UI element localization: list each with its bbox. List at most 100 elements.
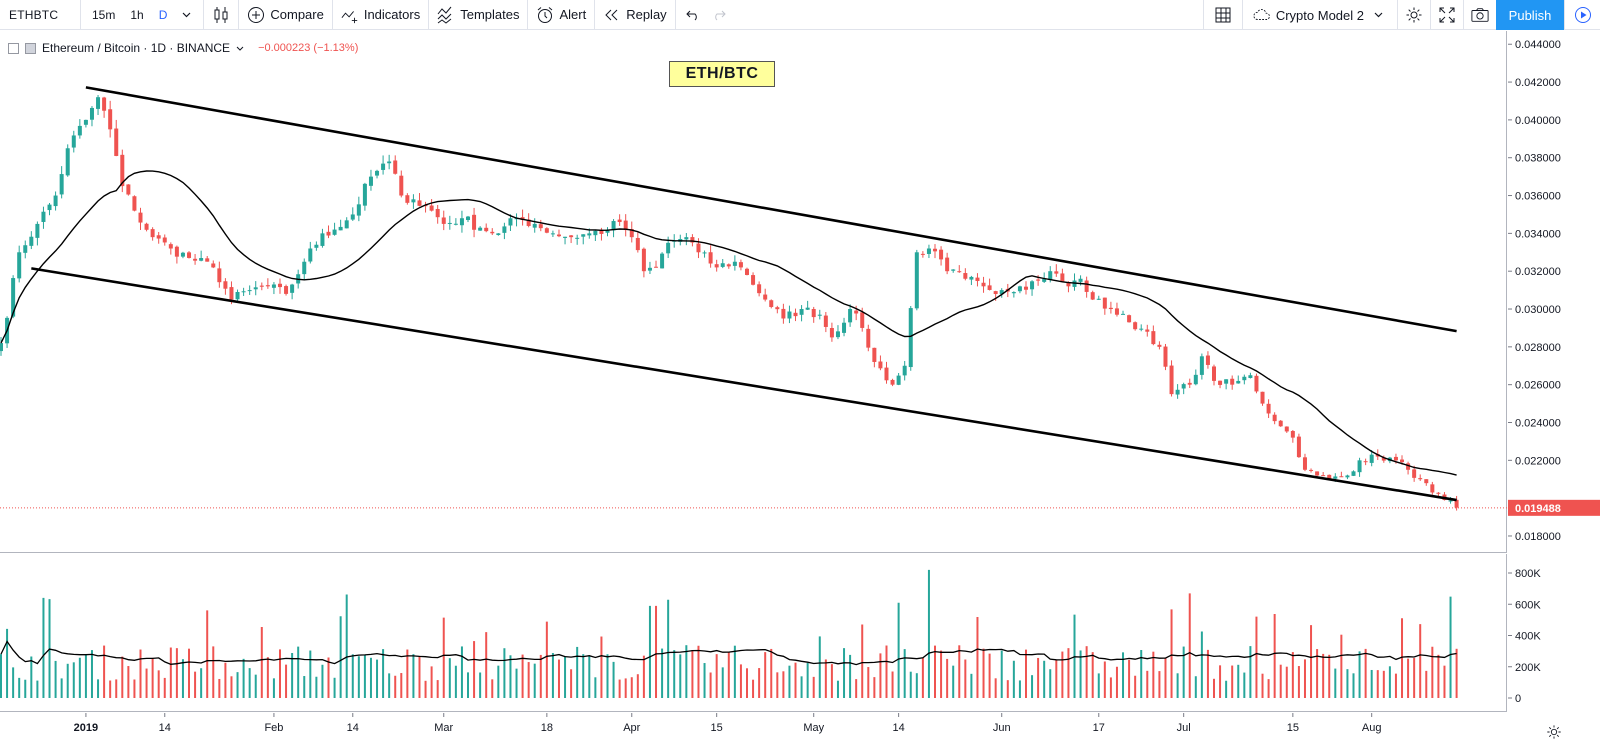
volume-tick-label: 600K (1515, 599, 1541, 611)
redo-button[interactable] (710, 0, 736, 30)
candle-body (569, 235, 574, 238)
candle-body (265, 285, 270, 287)
redo-icon (710, 6, 728, 24)
axis-settings-button[interactable] (1508, 713, 1600, 751)
price-tick-label: 0.042000 (1515, 77, 1561, 89)
chart-type-button[interactable] (204, 0, 238, 30)
price-tick-label: 0.030000 (1515, 304, 1561, 316)
candle-body (1351, 471, 1356, 476)
chevron-down-icon[interactable] (177, 6, 195, 24)
candle-body (544, 228, 549, 233)
candle-body (290, 284, 295, 293)
candle-body (1406, 463, 1411, 470)
toolbar-divider (1430, 0, 1431, 30)
collapse-icon[interactable] (8, 42, 19, 54)
compare-button[interactable]: Compare (239, 0, 331, 30)
candle-body (1036, 279, 1041, 281)
price-pane[interactable] (0, 31, 1507, 553)
publish-label: Publish (1508, 7, 1552, 23)
candle-body (1278, 420, 1283, 427)
play-button[interactable] (1564, 0, 1600, 30)
symbol-description: Ethereum / Bitcoin · 1D · BINANCE (42, 41, 231, 55)
chart-title-label[interactable]: ETH/BTC (669, 61, 775, 87)
candle-body (1430, 484, 1435, 493)
candle-body (332, 229, 337, 235)
candle-body (520, 217, 525, 220)
candle-body (969, 276, 974, 280)
candle-body (1248, 375, 1253, 378)
candle-body (253, 287, 258, 290)
visibility-icon[interactable] (25, 42, 36, 54)
candle-body (757, 284, 762, 294)
candle-body (981, 282, 986, 287)
chevron-down-icon[interactable] (236, 41, 244, 55)
candle-body (666, 242, 671, 254)
candle-body (472, 214, 477, 230)
interval-15m[interactable]: 15m (92, 7, 116, 22)
toolbar-divider (238, 0, 240, 30)
candle-body (441, 217, 446, 224)
publish-button[interactable]: Publish (1496, 0, 1564, 30)
candle-body (902, 365, 907, 376)
candle-body (951, 269, 956, 271)
candle-body (1327, 474, 1332, 480)
candle-body (963, 273, 968, 279)
candle-body (1121, 313, 1126, 315)
snapshot-button[interactable] (1464, 0, 1496, 30)
candle-body (156, 235, 161, 239)
candle-body (241, 291, 246, 293)
fullscreen-button[interactable] (1431, 0, 1463, 30)
candle-body (1042, 278, 1047, 282)
candle-body (738, 262, 743, 268)
candle-body (1066, 282, 1071, 287)
candle-body (108, 109, 113, 130)
symbol-search[interactable]: ETHBTC (0, 0, 80, 30)
price-change: −0.000223 (−1.13%) (258, 42, 359, 54)
candle-body (1212, 366, 1216, 381)
time-tick-label: May (803, 722, 824, 734)
toolbar-divider (1241, 0, 1243, 30)
camera-icon (1471, 6, 1489, 24)
candle-body (1284, 426, 1289, 432)
candle-body (933, 248, 938, 252)
candle-body (41, 211, 46, 222)
layout-name: Crypto Model 2 (1275, 7, 1364, 23)
volume-tick-label: 0 (1515, 693, 1521, 705)
indicators-icon (341, 6, 359, 24)
volume-pane[interactable] (0, 554, 1507, 712)
candle-body (908, 308, 913, 368)
candle-body (775, 307, 780, 310)
candle-body (490, 231, 495, 234)
candle-body (635, 237, 640, 251)
candle-body (435, 208, 440, 218)
candle-body (763, 294, 768, 300)
interval-d[interactable]: D (158, 7, 168, 22)
candle-body (1230, 378, 1235, 385)
time-tick-label: 14 (347, 722, 359, 734)
candle-body (1114, 308, 1119, 315)
settings-button[interactable] (1398, 0, 1430, 30)
candle-body (720, 263, 725, 267)
templates-button[interactable]: Templates (429, 0, 527, 30)
candle-body (842, 322, 847, 333)
candle-body (11, 278, 16, 317)
time-tick-label: 2019 (74, 722, 98, 734)
candle-body (1436, 492, 1441, 494)
candle-body (532, 223, 537, 228)
candle-body (999, 290, 1004, 295)
candle-body (71, 135, 76, 148)
replay-button[interactable]: Replay (595, 0, 674, 30)
price-tick-label: 0.032000 (1515, 266, 1561, 278)
plus-circle-icon (247, 6, 265, 24)
indicators-button[interactable]: Indicators (333, 0, 428, 30)
candle-body (1187, 382, 1192, 385)
undo-button[interactable] (676, 0, 710, 30)
layout-grid-button[interactable] (1204, 0, 1242, 30)
candle-body (1102, 297, 1107, 309)
interval-1h[interactable]: 1h (130, 7, 144, 22)
layout-name-button[interactable]: Crypto Model 2 (1243, 0, 1397, 30)
candle-body (660, 253, 665, 269)
alert-button[interactable]: Alert (528, 0, 594, 30)
candle-body (502, 226, 507, 233)
series-legend[interactable]: Ethereum / Bitcoin · 1D · BINANCE −0.000… (8, 41, 358, 55)
